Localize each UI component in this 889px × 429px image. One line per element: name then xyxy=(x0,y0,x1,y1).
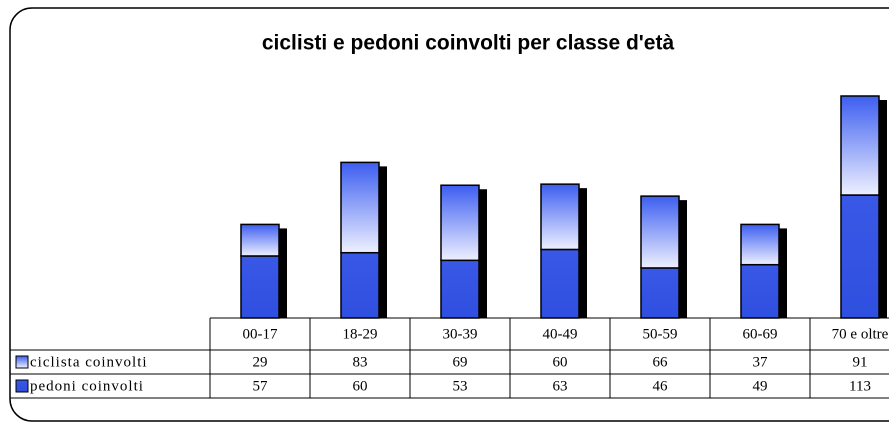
x-tick-label: 70 e oltre xyxy=(832,326,889,342)
bar-segment xyxy=(340,251,380,319)
table-value: 66 xyxy=(653,354,669,370)
bar-segment xyxy=(840,194,880,319)
table-value: 60 xyxy=(353,378,368,394)
table-value: 37 xyxy=(753,354,769,370)
legend-label: pedoni coinvolti xyxy=(30,378,144,394)
bar-segment xyxy=(440,184,480,262)
table-value: 29 xyxy=(253,354,268,370)
table-value: 113 xyxy=(849,378,871,394)
bar-segment xyxy=(740,263,780,319)
x-tick-label: 30-39 xyxy=(443,326,478,342)
bar-segment xyxy=(640,195,680,269)
bar-segment xyxy=(640,267,680,319)
bar-segment xyxy=(540,248,580,319)
table-value: 46 xyxy=(653,378,669,394)
table-value: 60 xyxy=(553,354,568,370)
x-tick-label: 50-59 xyxy=(643,326,678,342)
x-tick-label: 40-49 xyxy=(543,326,578,342)
bar-segment xyxy=(440,259,480,319)
table-value: 63 xyxy=(553,378,568,394)
chart-title: ciclisti e pedoni coinvolti per classe d… xyxy=(262,32,675,55)
bar-segment xyxy=(240,255,280,319)
bar-segment xyxy=(240,223,280,257)
table-value: 91 xyxy=(853,354,868,370)
bar-segment xyxy=(340,161,380,254)
table-value: 83 xyxy=(353,354,368,370)
bar-segment xyxy=(540,183,580,251)
x-tick-label: 00-17 xyxy=(243,326,278,342)
legend-label: ciclista coinvolti xyxy=(30,354,148,370)
table-value: 49 xyxy=(753,378,768,394)
bar-segment xyxy=(740,223,780,266)
x-tick-label: 18-29 xyxy=(343,326,378,342)
table-value: 53 xyxy=(453,378,468,394)
table-value: 69 xyxy=(453,354,468,370)
table-value: 57 xyxy=(253,378,269,394)
bar-segment xyxy=(840,95,880,196)
legend-swatch xyxy=(15,355,29,369)
legend-swatch xyxy=(15,379,29,393)
x-tick-label: 60-69 xyxy=(743,326,778,342)
